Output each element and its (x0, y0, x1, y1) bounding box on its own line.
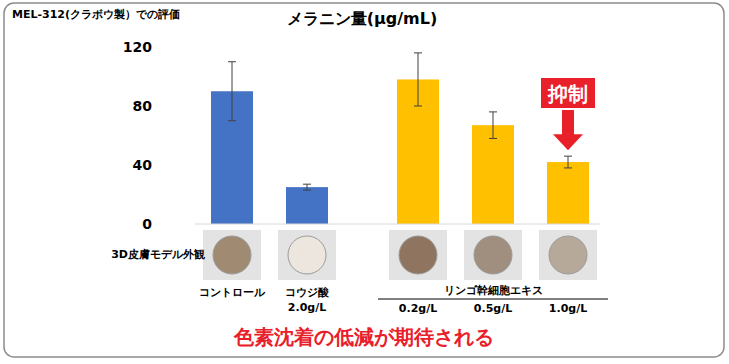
group-label: リンゴ幹細胞エキス (444, 284, 543, 297)
note: MEL-312(クラボウ製）での評価 (12, 8, 180, 21)
y-tick-label: 120 (123, 39, 152, 55)
error-cap (564, 156, 572, 157)
x-tick-label-line: 0.5g/L (474, 302, 512, 315)
annotation-arrow (553, 110, 583, 150)
bar (472, 125, 514, 224)
x-tick-label: コントロール (199, 286, 266, 299)
bar (286, 187, 328, 224)
x-tick-label-line: コウジ酸 (285, 286, 330, 299)
skin-model-disc (288, 236, 326, 274)
error-stem (232, 62, 233, 121)
skin-model-disc (549, 236, 587, 274)
x-tick-label-line: コントロール (199, 286, 266, 299)
title: メラニン量(μg/mL) (287, 9, 438, 28)
error-stem (307, 184, 308, 190)
skin-model-disc (474, 236, 512, 274)
chart-root: MEL-312(クラボウ製）での評価 メラニン量(μg/mL) 0 40 80 120 3D… (0, 0, 729, 364)
error-stem (493, 112, 494, 139)
skin-model-image (203, 230, 261, 280)
skin-model-image (278, 230, 336, 280)
x-tick-label-line: 0.2g/L (399, 302, 437, 315)
skin-model-image (464, 230, 522, 280)
frame (4, 3, 724, 357)
error-bar (564, 156, 572, 168)
error-cap (489, 111, 497, 112)
skin-model-image (539, 230, 597, 280)
x-tick-label: 1.0g/L (549, 302, 587, 315)
x-tick-label-line: 1.0g/L (549, 302, 587, 315)
error-cap (564, 167, 572, 168)
error-cap (414, 106, 422, 107)
baseline (195, 224, 600, 225)
error-bar (303, 184, 311, 190)
error-bar (489, 112, 497, 139)
x-tick-label-line: 2.0g/L (288, 301, 326, 314)
annotation-box (541, 78, 595, 108)
error-cap (228, 120, 236, 121)
error-cap (303, 184, 311, 185)
y-tick (167, 165, 171, 166)
error-bar (414, 53, 422, 106)
footer: 色素沈着の低減が期待される (233, 325, 494, 349)
error-cap (228, 61, 236, 62)
y-tick-label: 80 (133, 98, 153, 114)
plot-area (211, 53, 589, 224)
y-tick-label: 40 (133, 157, 153, 173)
annotation-text: 抑制 (547, 82, 588, 106)
error-stem (568, 156, 569, 168)
group-bracket (378, 299, 608, 300)
bar (547, 162, 589, 224)
skin-model-disc (213, 236, 251, 274)
x-tick-label: 0.5g/L (474, 302, 512, 315)
error-cap (303, 190, 311, 191)
x-tick-label: 0.2g/L (399, 302, 437, 315)
error-bar (228, 62, 236, 121)
image-row-label: 3D皮膚モデル外観 (111, 248, 205, 261)
y-tick (167, 224, 171, 225)
y-tick-label: 0 (142, 216, 152, 232)
x-tick-label: コウジ酸 2.0g/L (285, 286, 330, 314)
error-cap (489, 138, 497, 139)
y-tick (167, 106, 171, 107)
y-tick (167, 47, 171, 48)
skin-model-disc (399, 236, 437, 274)
error-stem (418, 53, 419, 106)
skin-model-image (389, 230, 447, 280)
error-cap (414, 52, 422, 53)
